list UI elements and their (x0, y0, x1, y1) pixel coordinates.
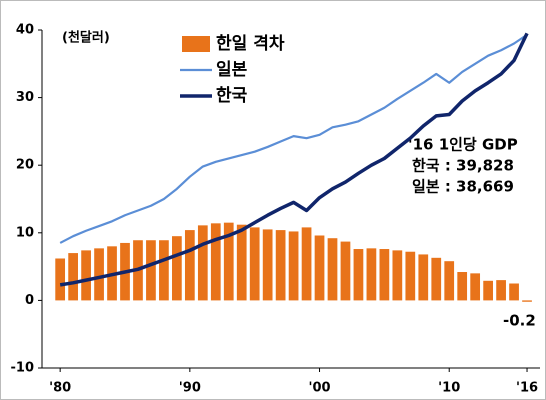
bar (405, 251, 416, 301)
legend-label: 일본 (216, 60, 248, 80)
bar (496, 280, 506, 301)
bar (262, 229, 273, 301)
legend-swatch (182, 36, 210, 52)
bar (379, 249, 390, 301)
y-tick-label: -10 (11, 361, 35, 376)
bar (146, 240, 156, 301)
bar (366, 248, 377, 301)
x-tick-label: '90 (179, 381, 201, 396)
bar (249, 227, 260, 301)
y-tick-label: 0 (25, 293, 34, 308)
bar (314, 235, 325, 301)
bar (288, 231, 299, 301)
annotation: '16 1인당 GDP (408, 136, 518, 154)
bar (275, 230, 286, 301)
bar (68, 253, 78, 301)
bar (418, 254, 429, 301)
bar (236, 224, 247, 301)
bar (197, 225, 208, 301)
x-tick-label: '00 (308, 381, 330, 396)
y-tick-label: 30 (16, 90, 34, 105)
annotation: 일본 : 38,669 (412, 178, 514, 196)
y-tick-label: 40 (16, 23, 34, 38)
bar (340, 241, 351, 301)
annotation: 한국 : 39,828 (412, 157, 514, 175)
bar (172, 236, 182, 301)
bar (81, 250, 91, 301)
line (59, 32, 529, 287)
bar (223, 222, 234, 301)
y-tick-label: 20 (16, 158, 34, 173)
bar (483, 280, 493, 301)
bar (509, 283, 519, 301)
bar (159, 240, 169, 301)
bar (210, 223, 221, 301)
bar (457, 272, 468, 301)
bar (55, 258, 66, 301)
x-tick-label: '80 (49, 381, 71, 396)
legend-label: 한국 (216, 86, 248, 106)
y-unit: (천달러) (62, 30, 110, 46)
bar (353, 249, 364, 301)
bar (522, 300, 532, 302)
bar (301, 227, 312, 301)
bar (184, 230, 195, 301)
legend-label: 한일 격차 (216, 34, 285, 54)
x-tick-label: '16 (516, 381, 538, 396)
bar (392, 250, 403, 301)
line (59, 33, 528, 244)
bar (470, 273, 481, 301)
x-tick-label: '10 (438, 381, 460, 396)
annotation: -0.2 (503, 312, 536, 330)
y-tick-label: 10 (16, 225, 34, 240)
bar (431, 257, 442, 301)
bar (94, 248, 104, 301)
bar (444, 261, 455, 301)
bar (327, 238, 338, 301)
